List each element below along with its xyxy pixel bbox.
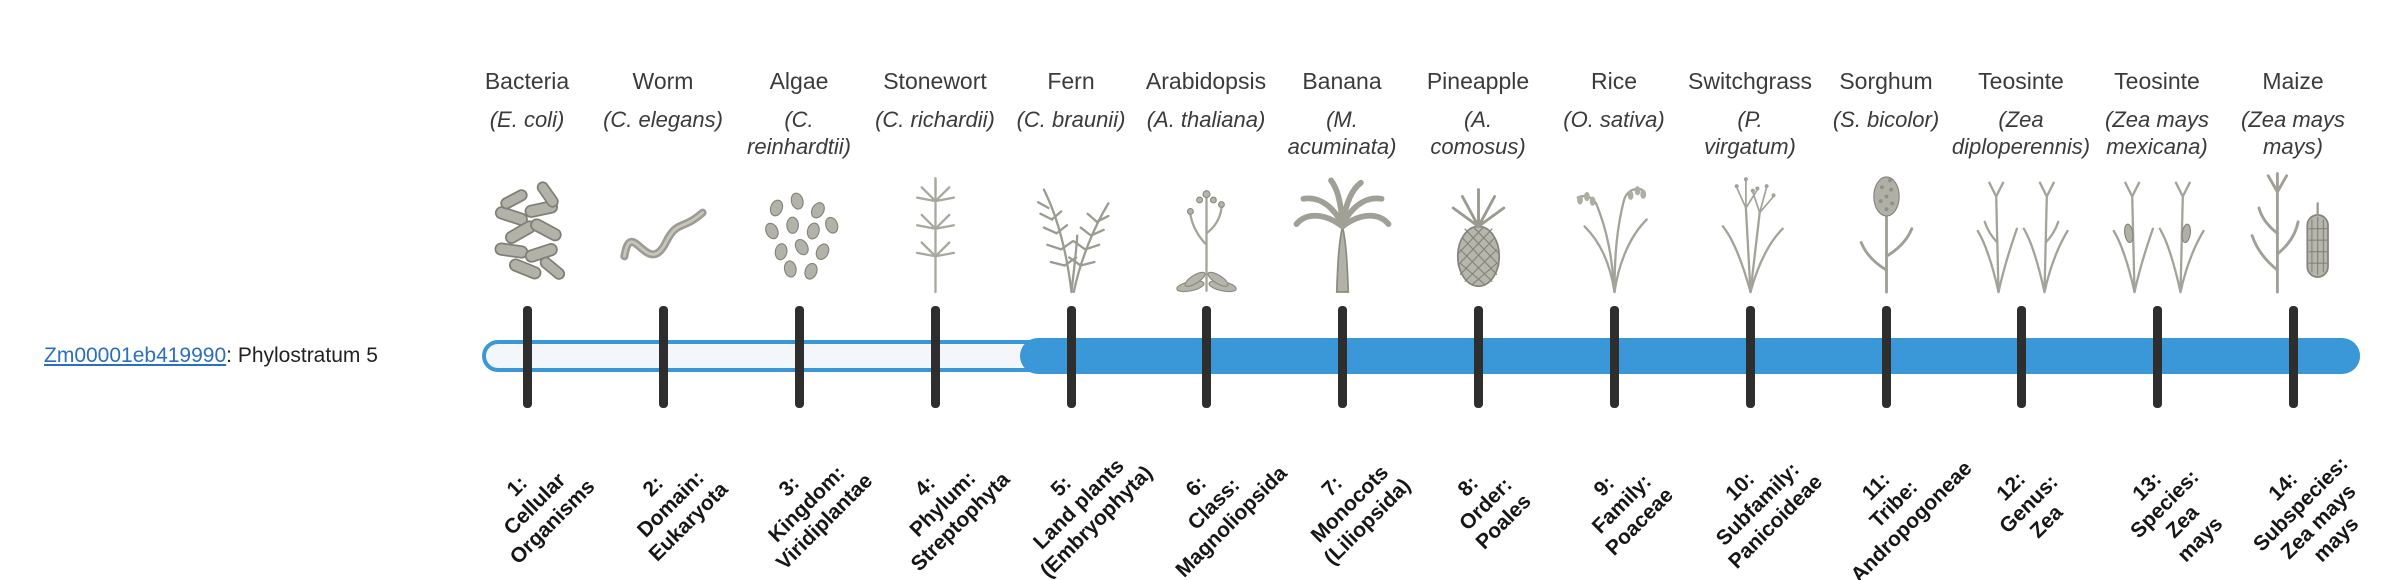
organism-common-name: Banana xyxy=(1302,68,1382,94)
organism-column-rice: Rice (O. sativa) xyxy=(1534,68,1694,300)
arabidopsis-icon xyxy=(1126,160,1286,300)
organism-column-maize: Maize (Zea mays mays) xyxy=(2213,68,2373,300)
organism-common-name: Teosinte xyxy=(1978,68,2064,94)
phylostratum-tick-4 xyxy=(931,306,940,408)
organism-scientific-name: (E. coli) xyxy=(489,107,565,132)
organism-common-name: Bacteria xyxy=(484,68,570,94)
organism-scientific-name: (O. sativa) xyxy=(1563,107,1665,132)
organism-scientific-name: (Zea diploperennis) xyxy=(1951,107,2091,159)
organism-common-name: Arabidopsis xyxy=(1145,68,1267,94)
phylostratum-tick-7 xyxy=(1338,306,1347,408)
organism-common-name: Switchgrass xyxy=(1688,68,1812,94)
sorghum-icon xyxy=(1806,160,1966,300)
organism-column-switchgrass: Switchgrass (P. virgatum) xyxy=(1670,68,1830,300)
organism-scientific-name: (C. braunii) xyxy=(1016,107,1126,132)
phylostratum-tick-12 xyxy=(2017,306,2026,408)
gene-label: Zm00001eb419990: Phylostratum 5 xyxy=(44,343,378,369)
phylostratum-tick-14 xyxy=(2289,306,2298,408)
phylostratum-tick-2 xyxy=(659,306,668,408)
teosinte-icon xyxy=(2077,160,2237,300)
organism-scientific-name: (Zea mays mays) xyxy=(2241,107,2345,159)
organism-scientific-name: (C. reinhardtii) xyxy=(747,107,851,159)
organism-scientific-name: (M. acuminata) xyxy=(1287,107,1397,159)
organism-column-bacteria: Bacteria (E. coli) xyxy=(447,68,607,300)
rice-icon xyxy=(1534,160,1694,300)
phylostratum-tick-6 xyxy=(1202,306,1211,408)
organism-common-name: Rice xyxy=(1590,68,1637,94)
teosinte-icon xyxy=(1941,160,2101,300)
fern-icon xyxy=(991,160,1151,300)
organism-common-name: Fern xyxy=(1047,68,1095,94)
organism-common-name: Teosinte xyxy=(2114,68,2200,94)
phylostratum-tick-3 xyxy=(795,306,804,408)
organism-column-teosinte-mexicana: Teosinte (Zea mays mexicana) xyxy=(2077,68,2237,300)
gene-id-link[interactable]: Zm00001eb419990 xyxy=(44,344,227,367)
gene-phylostratum-text: : Phylostratum 5 xyxy=(226,344,378,367)
organism-scientific-name: (A. thaliana) xyxy=(1146,107,1266,132)
organism-column-fern: Fern (C. braunii) xyxy=(991,68,1151,300)
worm-icon xyxy=(583,160,743,300)
organism-common-name: Worm xyxy=(632,68,694,94)
organism-scientific-name: (A. comosus) xyxy=(1430,107,1526,159)
phylostratum-tick-13 xyxy=(2153,306,2162,408)
organism-common-name: Sorghum xyxy=(1839,68,1933,94)
organism-common-name: Pineapple xyxy=(1426,68,1530,94)
organism-column-arabidopsis: Arabidopsis (A. thaliana) xyxy=(1126,68,1286,300)
bacteria-icon xyxy=(447,160,607,300)
stonewort-icon xyxy=(855,160,1015,300)
pineapple-icon xyxy=(1398,160,1558,300)
organism-column-banana: Banana (M. acuminata) xyxy=(1262,68,1422,300)
organism-scientific-name: (Zea mays mexicana) xyxy=(2105,107,2209,159)
phylostratum-tick-1 xyxy=(523,306,532,408)
phylostratum-tick-5 xyxy=(1067,306,1076,408)
phylostratum-tick-9 xyxy=(1610,306,1619,408)
banana-icon xyxy=(1262,160,1422,300)
phylostratum-tick-11 xyxy=(1882,306,1891,408)
organism-common-name: Stonewort xyxy=(883,68,987,94)
organism-scientific-name: (C. elegans) xyxy=(603,107,723,132)
phylostratum-tick-8 xyxy=(1474,306,1483,408)
organism-column-worm: Worm (C. elegans) xyxy=(583,68,743,300)
algae-icon xyxy=(719,160,879,300)
phylostratum-tick-10 xyxy=(1746,306,1755,408)
organism-scientific-name: (C. richardii) xyxy=(875,107,995,132)
organism-scientific-name: (S. bicolor) xyxy=(1832,107,1940,132)
switchgrass-icon xyxy=(1670,160,1830,300)
organism-common-name: Algae xyxy=(769,68,829,94)
organism-column-pineapple: Pineapple (A. comosus) xyxy=(1398,68,1558,300)
organism-column-teosinte-diploperennis: Teosinte (Zea diploperennis) xyxy=(1941,68,2101,300)
organism-common-name: Maize xyxy=(2262,68,2324,94)
organism-scientific-name: (P. virgatum) xyxy=(1704,107,1796,159)
phylostratum-bar-fill xyxy=(1020,338,2360,374)
organism-column-algae: Algae (C. reinhardtii) xyxy=(719,68,879,300)
organism-column-sorghum: Sorghum (S. bicolor) xyxy=(1806,68,1966,300)
maize-icon xyxy=(2213,160,2373,300)
organism-column-stonewort: Stonewort (C. richardii) xyxy=(855,68,1015,300)
